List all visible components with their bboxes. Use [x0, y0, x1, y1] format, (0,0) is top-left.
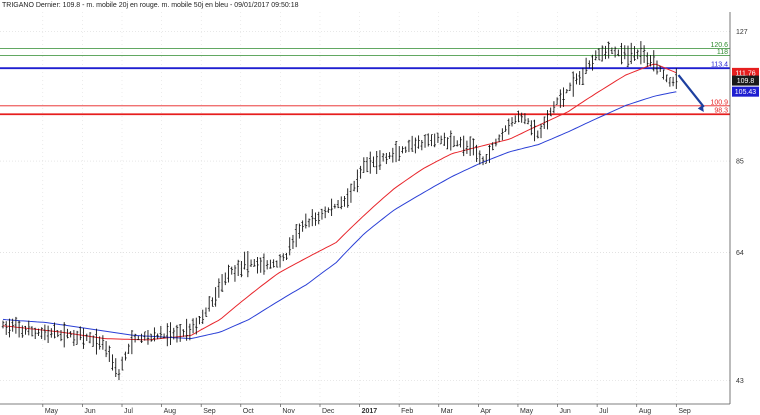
level-label: 120.6 — [710, 42, 728, 49]
y-tick-label: 64 — [736, 250, 744, 257]
y-tick-label: 85 — [736, 159, 744, 166]
forecast-arrow-head — [697, 105, 704, 112]
forecast-arrow — [677, 74, 705, 112]
value-box — [732, 86, 759, 97]
x-tick-label: Oct — [243, 408, 254, 415]
ma20-line — [2, 63, 677, 341]
x-tick-label: Jun — [560, 408, 571, 415]
value-box — [732, 75, 759, 86]
x-tick-label: Aug — [164, 408, 177, 415]
x-tick-label: Sep — [203, 408, 216, 415]
x-tick-label: Mar — [441, 408, 454, 415]
moving-averages — [2, 63, 677, 341]
x-tick-label: Sep — [678, 408, 691, 415]
x-tick-label: Apr — [480, 408, 492, 415]
x-tick-label: Jul — [124, 408, 133, 415]
axes: 127 85 64 43 May Jun Jul Aug Sep Oct Nov Dec 2017 Feb… — [0, 12, 748, 415]
level-label: 100.9 — [710, 99, 728, 106]
x-tick-label: Jul — [599, 408, 608, 415]
value-box-label: 109.8 — [737, 78, 755, 85]
x-tick-label: Nov — [282, 408, 295, 415]
x-tick-label: 2017 — [362, 408, 378, 415]
y-tick-label: 43 — [736, 378, 744, 385]
chart-header: TRIGANO Dernier: 109.8 - m. mobile 20j e… — [2, 2, 299, 9]
value-box — [732, 67, 759, 78]
x-tick-label: Dec — [322, 408, 335, 415]
level-label: 98.3 — [714, 108, 728, 115]
grid-lines — [0, 12, 730, 404]
x-tick-label: Aug — [639, 408, 652, 415]
x-tick-label: May — [45, 408, 59, 415]
x-tick-label: May — [520, 408, 534, 415]
value-box-label: 111.76 — [735, 70, 755, 77]
level-label: 118 — [717, 49, 728, 56]
y-tick-label: 127 — [736, 29, 748, 36]
value-box-label: 105.43 — [735, 89, 757, 96]
price-bars — [1, 41, 678, 381]
ma50-line — [2, 91, 677, 340]
x-tick-label: Jun — [84, 408, 95, 415]
x-tick-label: Feb — [401, 408, 413, 415]
forecast-arrow-shaft — [677, 74, 705, 108]
level-label: 113.4 — [711, 62, 728, 69]
